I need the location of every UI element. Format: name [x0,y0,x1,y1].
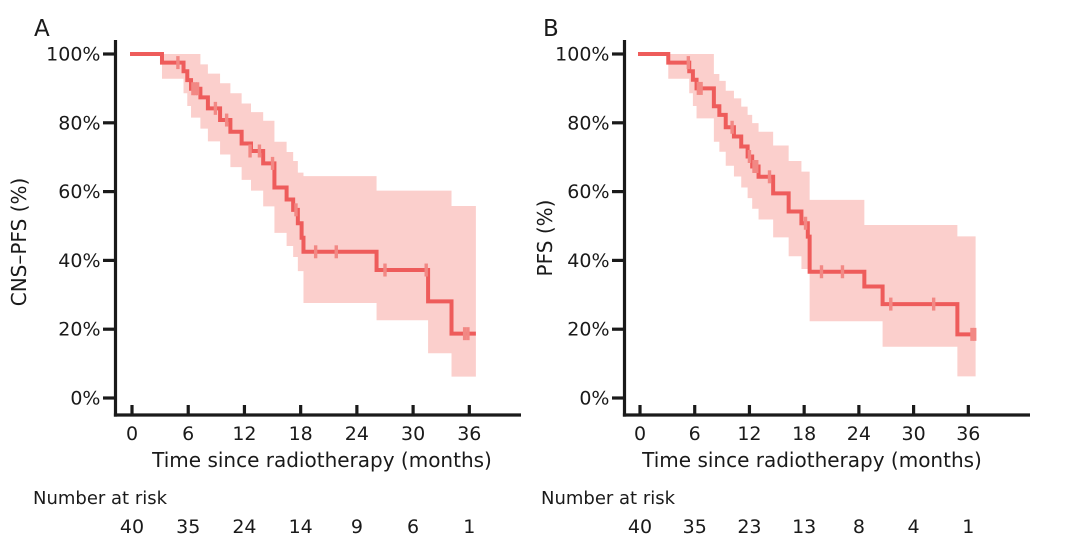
x-tick-label: 24 [345,423,369,445]
risk-count: 23 [737,516,761,538]
risk-count: 35 [176,516,200,538]
panel-letter: A [34,16,50,42]
risk-count: 35 [683,516,707,538]
y-tick-label: 80% [58,112,100,134]
x-tick-label: 18 [792,423,816,445]
risk-count: 40 [120,516,144,538]
risk-count: 4 [908,516,920,538]
y-tick-label: 100% [555,44,609,66]
panel-letter: B [543,16,559,42]
risk-count: 13 [792,516,816,538]
x-tick-label: 30 [902,423,926,445]
x-tick-label: 0 [634,423,646,445]
risk-count: 14 [289,516,313,538]
risk-count: 9 [351,516,363,538]
risk-count: 1 [463,516,475,538]
risk-count: 6 [407,516,419,538]
y-tick-label: 60% [567,181,609,203]
y-tick-label: 0% [579,388,609,410]
x-tick-label: 24 [847,423,871,445]
risk-table-label: Number at risk [541,488,676,509]
x-tick-label: 36 [956,423,980,445]
x-tick-label: 6 [689,423,701,445]
y-tick-label: 100% [46,44,100,66]
y-tick-label: 20% [58,319,100,341]
risk-table-label: Number at risk [33,488,168,509]
y-tick-label: 20% [567,319,609,341]
x-axis-title: Time since radiotherapy (months) [151,448,492,472]
risk-count: 1 [962,516,974,538]
x-tick-label: 18 [289,423,313,445]
x-tick-label: 30 [401,423,425,445]
y-tick-label: 0% [70,388,100,410]
x-tick-label: 36 [457,423,481,445]
confidence-band [668,54,976,377]
x-tick-label: 6 [182,423,194,445]
x-tick-label: 0 [126,423,138,445]
y-axis-title: CNS–PFS (%) [7,178,31,307]
risk-count: 8 [853,516,865,538]
risk-count: 40 [628,516,652,538]
risk-count: 24 [232,516,256,538]
x-tick-label: 12 [232,423,256,445]
y-axis-title: PFS (%) [533,200,557,277]
panel-a: 0% 20% 40% 60% 80% 100% 0 6 12 18 24 30 36 Time since… [7,16,521,538]
y-tick-label: 40% [58,250,100,272]
y-tick-label: 80% [567,112,609,134]
y-tick-label: 60% [58,181,100,203]
x-axis-title: Time since radiotherapy (months) [641,448,982,472]
y-tick-label: 40% [567,250,609,272]
x-tick-label: 12 [737,423,761,445]
